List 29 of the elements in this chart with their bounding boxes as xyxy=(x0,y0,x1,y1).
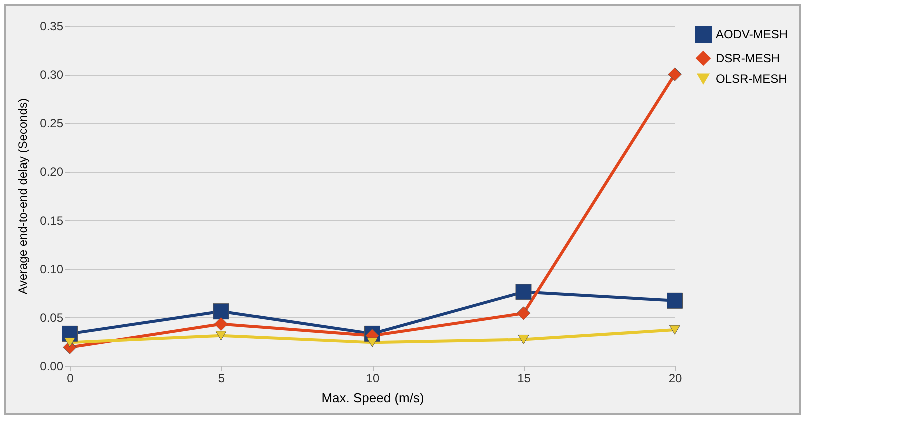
y-tick-label: 0.35 xyxy=(40,20,64,34)
point xyxy=(216,331,227,341)
y-tick-label: 0.30 xyxy=(40,68,64,82)
point xyxy=(64,338,76,348)
legend-label: AODV-MESH xyxy=(716,28,788,42)
point xyxy=(518,334,530,345)
point xyxy=(668,68,682,82)
legend-label: DSR-MESH xyxy=(716,52,780,66)
x-tick-label: 20 xyxy=(668,372,682,386)
point xyxy=(516,306,531,320)
y-tick-label: 0.15 xyxy=(40,214,64,228)
legend-label: OLSR-MESH xyxy=(716,72,788,86)
point xyxy=(670,325,680,335)
y-tick-label: 0.10 xyxy=(40,262,64,276)
point xyxy=(367,338,378,348)
y-tick-label: 0.00 xyxy=(40,360,64,374)
y-tick-label: 0.25 xyxy=(40,116,64,131)
x-tick-label: 15 xyxy=(518,372,532,386)
point xyxy=(213,304,230,320)
point xyxy=(214,317,228,332)
y-tick-label: 0.05 xyxy=(40,310,64,325)
x-axis-title: Max. Speed (m/s) xyxy=(322,390,424,406)
point xyxy=(667,292,683,309)
point xyxy=(516,284,532,300)
y-tick-label: 0.20 xyxy=(40,165,64,180)
x-tick-label: 10 xyxy=(366,372,380,386)
x-tick-label: 5 xyxy=(218,372,226,386)
y-axis-title: Average end-to-end delay (Seconds) xyxy=(16,98,30,294)
x-tick-label: 0 xyxy=(67,372,74,386)
